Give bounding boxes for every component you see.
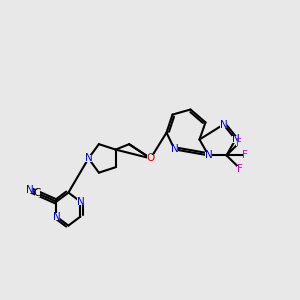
- Text: N: N: [171, 144, 178, 154]
- Text: N: N: [85, 153, 92, 164]
- Bar: [232, 136, 239, 143]
- Bar: [236, 140, 241, 146]
- Text: O: O: [146, 153, 155, 164]
- Bar: [220, 121, 227, 128]
- Text: N: N: [232, 134, 239, 145]
- Text: N: N: [220, 119, 227, 130]
- Text: N: N: [26, 184, 33, 195]
- Bar: [85, 155, 92, 162]
- Text: F: F: [237, 164, 243, 174]
- Bar: [26, 186, 33, 193]
- Bar: [77, 198, 84, 205]
- Bar: [53, 213, 60, 220]
- Text: F: F: [242, 150, 248, 161]
- Text: N: N: [205, 150, 212, 161]
- Bar: [205, 152, 212, 159]
- Bar: [237, 166, 243, 172]
- Text: N: N: [76, 196, 84, 207]
- Text: C: C: [34, 188, 41, 199]
- Bar: [35, 190, 40, 197]
- Bar: [171, 146, 178, 153]
- Text: F: F: [236, 138, 242, 148]
- Text: N: N: [52, 212, 60, 222]
- Bar: [243, 152, 248, 158]
- Bar: [147, 155, 154, 162]
